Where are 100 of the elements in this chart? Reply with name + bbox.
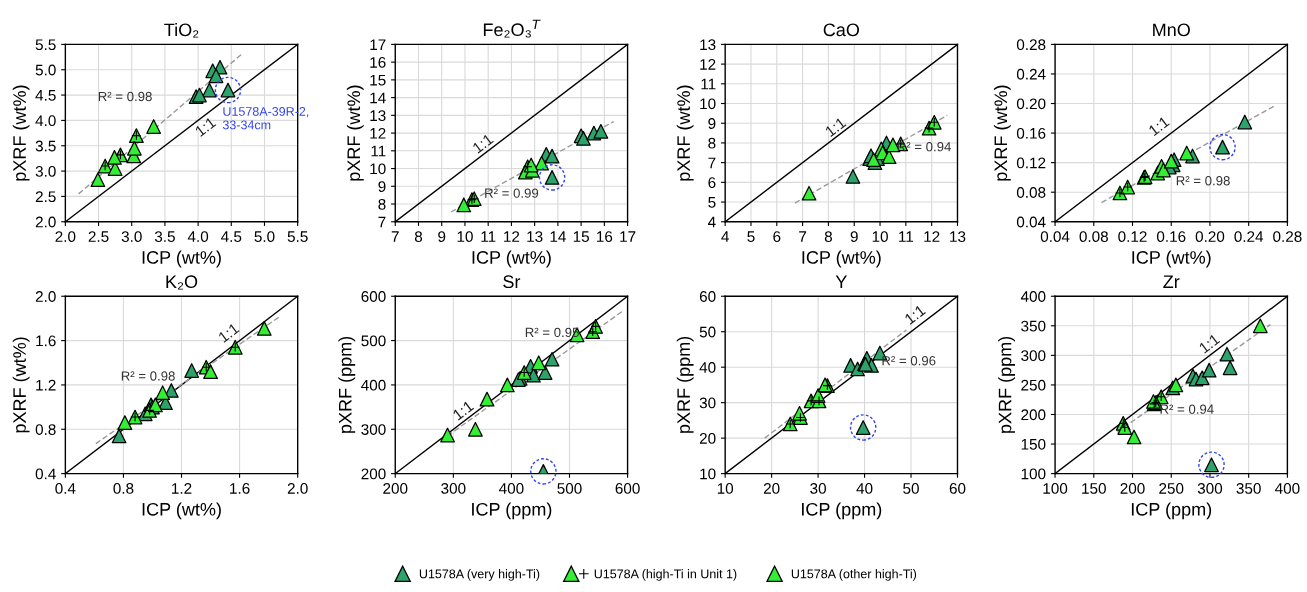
y-tick-label: 40: [699, 362, 716, 373]
x-tick-label: 6: [773, 231, 781, 243]
y-tick-label: 0.12: [1016, 157, 1046, 169]
x-tick-label: 9: [438, 231, 446, 243]
x-tick-label: 350: [1236, 483, 1261, 494]
x-tick-label: 0.04: [1040, 231, 1070, 243]
x-tick-label: 0.24: [1234, 231, 1264, 243]
y-axis-title: pXRF (ppm): [338, 336, 356, 433]
annotation: 1:1: [472, 133, 494, 154]
annotation: R² = 0.96: [882, 356, 936, 366]
annotation: 1:1: [824, 116, 847, 137]
y-tick-label: 13: [370, 110, 386, 122]
x-tick-label: 600: [615, 483, 640, 494]
y-tick-label: 10: [370, 163, 386, 175]
y-tick-label: 100: [1021, 468, 1046, 480]
x-tick-label: 300: [441, 483, 466, 494]
y-tick-label: 2.0: [35, 216, 56, 228]
x-tick-label: 0.16: [1156, 231, 1186, 243]
x-tick-label: 5: [747, 231, 755, 243]
x-axis-title: ICP (ppm): [472, 502, 552, 520]
y-axis-title: pXRF (wt%): [12, 85, 30, 181]
x-tick-label: 300: [1197, 483, 1223, 494]
x-tick-label: 2.5: [88, 231, 109, 243]
y-tick-label: 400: [1020, 291, 1046, 302]
annotation: 1:1: [1148, 116, 1170, 137]
x-axis-title: ICP (wt%): [142, 250, 221, 268]
x-axis-title: ICP (ppm): [1131, 502, 1212, 520]
annotation: 1:1: [452, 400, 475, 421]
annotation: R² = 0.98: [98, 91, 152, 102]
x-axis-title: ICP (wt%): [1132, 250, 1211, 268]
chart-title: CaO: [823, 23, 860, 37]
y-tick-label: 15: [370, 74, 386, 86]
x-tick-label: 2.0: [55, 231, 76, 243]
x-tick-label: 13: [950, 231, 966, 243]
y-axis-title: pXRF (ppm): [676, 336, 694, 433]
legend-label: U1578A (high-Ti in Unit 1): [594, 569, 737, 581]
x-tick-label: 20: [763, 483, 780, 494]
x-tick-label: 4.5: [221, 231, 242, 243]
y-tick-label: 400: [361, 379, 386, 391]
chart-title: MnO: [1153, 23, 1190, 37]
y-tick-label: 11: [371, 145, 386, 157]
y-tick-label: 3.5: [35, 140, 56, 152]
chart-title: Fe₂O₃$^{T}$: [483, 19, 541, 38]
y-tick-label: 1.6: [36, 335, 56, 347]
x-axis-title: ICP (wt%): [472, 250, 551, 268]
chart-title: TiO₂: [164, 22, 199, 38]
x-tick-label: 0.4: [55, 483, 76, 494]
x-axis-title: ICP (wt%): [142, 502, 221, 520]
y-tick-label: 14: [370, 92, 386, 104]
x-tick-label: 12: [924, 231, 940, 242]
y-tick-label: 0.8: [35, 424, 56, 435]
annotation: R² = 0.98: [1176, 176, 1230, 186]
y-tick-label: 4.5: [35, 90, 56, 101]
y-tick-label: 600: [361, 291, 386, 302]
y-tick-label: 30: [699, 397, 716, 409]
x-tick-label: 10: [457, 231, 473, 243]
x-tick-label: 11: [899, 231, 914, 242]
x-tick-label: 30: [810, 483, 826, 494]
x-tick-label: 11: [481, 231, 496, 242]
x-tick-label: 0.8: [113, 483, 134, 494]
x-tick-label: 8: [414, 231, 423, 243]
y-tick-label: 11: [701, 78, 716, 90]
y-tick-label: 5.5: [35, 39, 56, 51]
x-tick-label: 500: [557, 483, 582, 494]
y-tick-label: 300: [1021, 350, 1046, 362]
x-tick-label: 17: [620, 231, 636, 242]
y-tick-label: 5.0: [35, 64, 56, 76]
y-axis-title: pXRF (wt%): [12, 337, 30, 433]
y-tick-label: 7: [378, 216, 386, 228]
y-tick-label: 6: [708, 177, 716, 189]
chart-title: Y: [835, 275, 847, 288]
x-tick-label: 0.20: [1195, 231, 1225, 243]
annotation: 1:1: [904, 304, 926, 325]
x-tick-label: 0.28: [1273, 231, 1302, 243]
annotation: R² = 0.94: [897, 142, 951, 152]
x-tick-label: 12: [504, 231, 520, 242]
y-tick-label: 9: [378, 181, 386, 192]
y-tick-label: 2.5: [35, 191, 56, 203]
y-tick-label: 250: [1021, 379, 1046, 391]
y-tick-label: 0.08: [1016, 187, 1046, 198]
y-tick-label: 12: [700, 58, 716, 70]
y-tick-label: 150: [1021, 438, 1046, 450]
legend-label: U1578A (other high-Ti): [791, 569, 917, 581]
x-tick-label: 16: [597, 231, 613, 243]
y-tick-label: 3.0: [35, 165, 56, 177]
y-tick-label: 8: [708, 137, 716, 149]
chart-title: Sr: [503, 275, 521, 289]
y-tick-label: 500: [361, 335, 386, 347]
annotation: R² = 0.98: [121, 371, 175, 381]
x-tick-label: 100: [1043, 483, 1068, 494]
y-tick-label: 60: [699, 291, 716, 302]
x-axis-title: ICP (ppm): [802, 502, 882, 520]
y-tick-label: 50: [699, 326, 716, 338]
y-tick-label: 4: [707, 216, 716, 228]
y-tick-label: 4.0: [35, 115, 56, 127]
y-tick-label: 10: [700, 98, 716, 110]
x-tick-label: 7: [391, 231, 399, 242]
chart-title: Zr: [1163, 275, 1180, 288]
annotation: 1:1: [194, 116, 217, 137]
x-tick-label: 13: [527, 231, 543, 243]
